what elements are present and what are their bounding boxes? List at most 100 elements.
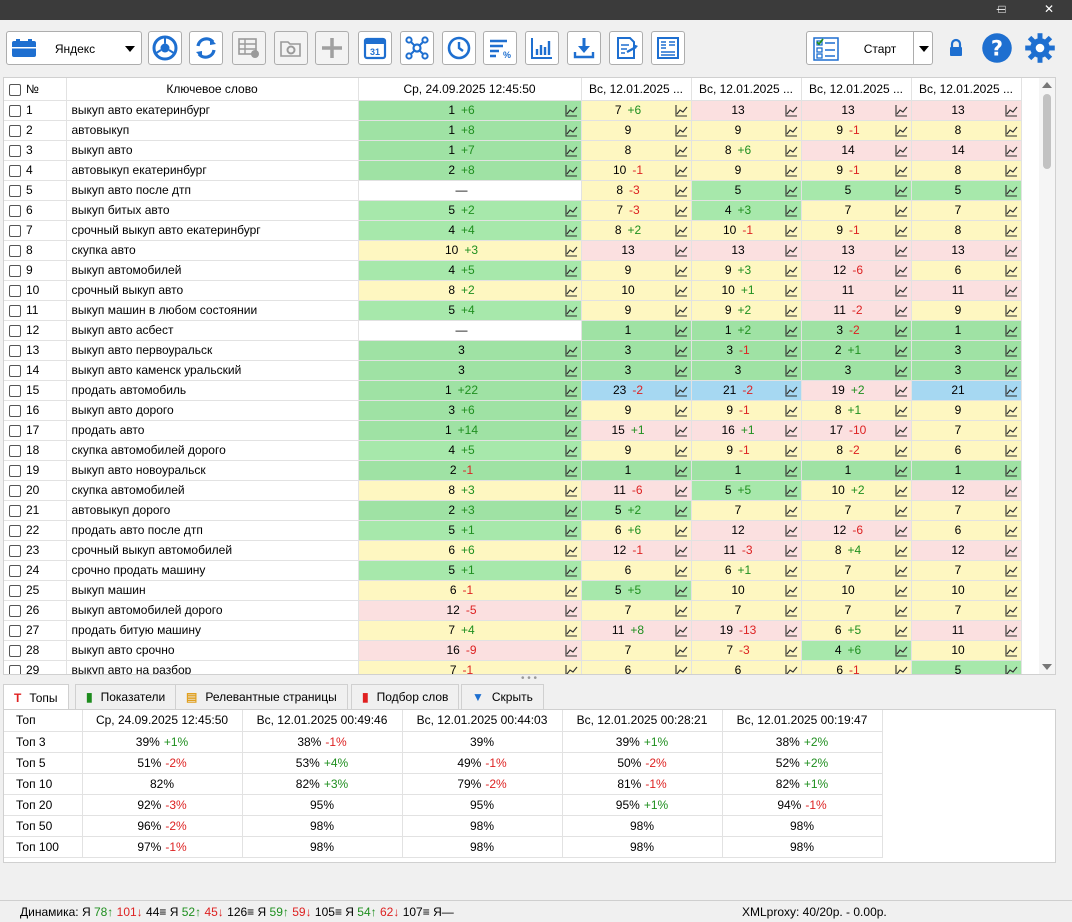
add-button[interactable]: [315, 31, 349, 65]
line-chart-icon[interactable]: [674, 304, 688, 317]
line-chart-icon[interactable]: [784, 104, 798, 117]
line-chart-icon[interactable]: [1004, 104, 1018, 117]
header-date-col-1[interactable]: Вс, 12.01.2025 ...: [581, 78, 692, 101]
line-chart-icon[interactable]: [674, 164, 688, 177]
line-chart-icon[interactable]: [894, 644, 908, 657]
line-chart-icon[interactable]: [674, 524, 688, 537]
position-cell[interactable]: 8 +3: [358, 480, 582, 501]
line-chart-icon[interactable]: [894, 324, 908, 337]
table-row[interactable]: 13 выкуп авто первоуральск 3 3 3 -1 2 +1 3: [4, 340, 1022, 361]
position-cell[interactable]: 9 +2: [691, 300, 802, 321]
position-cell[interactable]: 7 -3: [581, 200, 692, 221]
line-chart-icon[interactable]: [564, 484, 578, 497]
row-checkbox[interactable]: [9, 204, 21, 217]
scroll-down-icon[interactable]: [1042, 664, 1052, 670]
position-cell[interactable]: 5 +2: [358, 200, 582, 221]
line-chart-icon[interactable]: [674, 544, 688, 557]
keyword-cell[interactable]: автовыкуп екатеринбург: [66, 160, 359, 181]
line-chart-icon[interactable]: [1004, 184, 1018, 197]
line-chart-icon[interactable]: [894, 264, 908, 277]
line-chart-icon[interactable]: [784, 304, 798, 317]
position-cell[interactable]: 6: [911, 260, 1022, 281]
position-cell[interactable]: 6 +1: [691, 560, 802, 581]
row-checkbox[interactable]: [9, 284, 21, 297]
position-cell[interactable]: 7: [801, 200, 912, 221]
position-cell[interactable]: 10: [801, 580, 912, 601]
position-cell[interactable]: 5: [911, 180, 1022, 201]
row-checkbox[interactable]: [9, 224, 21, 237]
line-chart-icon[interactable]: [564, 164, 578, 177]
line-chart-icon[interactable]: [1004, 224, 1018, 237]
line-chart-icon[interactable]: [674, 584, 688, 597]
position-cell[interactable]: 7 -3: [691, 640, 802, 661]
position-cell[interactable]: 7: [911, 200, 1022, 221]
position-cell[interactable]: 17 -10: [801, 420, 912, 441]
download-button[interactable]: [567, 31, 601, 65]
line-chart-icon[interactable]: [784, 344, 798, 357]
line-chart-icon[interactable]: [674, 664, 688, 676]
line-chart-icon[interactable]: [564, 384, 578, 397]
position-cell[interactable]: 10 +2: [801, 480, 912, 501]
position-cell[interactable]: 2 +8: [358, 160, 582, 181]
line-chart-icon[interactable]: [784, 504, 798, 517]
position-cell[interactable]: 8: [911, 160, 1022, 181]
line-chart-icon[interactable]: [674, 244, 688, 257]
table-row[interactable]: 12 выкуп авто асбест — 1 1 +2 3 -2 1: [4, 320, 1022, 341]
line-chart-icon[interactable]: [784, 484, 798, 497]
keyword-cell[interactable]: выкуп авто срочно: [66, 640, 359, 661]
line-chart-icon[interactable]: [1004, 324, 1018, 337]
line-chart-icon[interactable]: [674, 484, 688, 497]
line-chart-icon[interactable]: [564, 304, 578, 317]
position-cell[interactable]: 12 -6: [801, 260, 912, 281]
position-cell[interactable]: 1: [911, 460, 1022, 481]
position-cell[interactable]: 8 +4: [801, 540, 912, 561]
position-cell[interactable]: 3: [581, 340, 692, 361]
keyword-cell[interactable]: выкуп авто дорого: [66, 400, 359, 421]
line-chart-icon[interactable]: [784, 204, 798, 217]
keyword-cell[interactable]: выкуп машин: [66, 580, 359, 601]
position-cell[interactable]: 19 -13: [691, 620, 802, 641]
line-chart-icon[interactable]: [894, 444, 908, 457]
line-chart-icon[interactable]: [894, 364, 908, 377]
header-date-col-0[interactable]: Ср, 24.09.2025 12:45:50: [358, 78, 582, 101]
line-chart-icon[interactable]: [674, 184, 688, 197]
position-cell[interactable]: 13: [801, 100, 912, 121]
row-checkbox[interactable]: [9, 424, 21, 437]
scroll-up-icon[interactable]: [1042, 82, 1052, 88]
line-chart-icon[interactable]: [1004, 164, 1018, 177]
line-chart-icon[interactable]: [784, 604, 798, 617]
position-cell[interactable]: 11 -6: [581, 480, 692, 501]
position-cell[interactable]: 3: [581, 360, 692, 381]
position-cell[interactable]: 8 -3: [581, 180, 692, 201]
row-checkbox[interactable]: [9, 324, 21, 337]
line-chart-icon[interactable]: [1004, 204, 1018, 217]
position-cell[interactable]: 10: [911, 580, 1022, 601]
position-cell[interactable]: 6 +6: [358, 540, 582, 561]
position-cell[interactable]: 6 +6: [581, 520, 692, 541]
line-chart-icon[interactable]: [674, 224, 688, 237]
position-cell[interactable]: 4 +4: [358, 220, 582, 241]
position-cell[interactable]: 9: [581, 400, 692, 421]
header-keyword[interactable]: Ключевое слово: [66, 78, 359, 101]
row-checkbox[interactable]: [9, 504, 21, 517]
line-chart-icon[interactable]: [1004, 644, 1018, 657]
position-cell[interactable]: 21: [911, 380, 1022, 401]
table-row[interactable]: 25 выкуп машин 6 -1 5 +5 10 10 10: [4, 580, 1022, 601]
position-cell[interactable]: 7: [801, 500, 912, 521]
table-row[interactable]: 9 выкуп автомобилей 4 +5 9 9 +3 12 -6 6: [4, 260, 1022, 281]
table-row[interactable]: 5 выкуп авто после дтп — 8 -3 5 5 5: [4, 180, 1022, 201]
line-chart-icon[interactable]: [1004, 484, 1018, 497]
position-cell[interactable]: 12: [911, 480, 1022, 501]
position-cell[interactable]: 7: [911, 420, 1022, 441]
line-chart-icon[interactable]: [784, 524, 798, 537]
position-cell[interactable]: 1: [801, 460, 912, 481]
chart-button[interactable]: [525, 31, 559, 65]
line-chart-icon[interactable]: [674, 644, 688, 657]
row-checkbox[interactable]: [9, 364, 21, 377]
position-cell[interactable]: 6 -1: [358, 580, 582, 601]
keyword-cell[interactable]: выкуп автомобилей дорого: [66, 600, 359, 621]
position-cell[interactable]: 9 -1: [691, 400, 802, 421]
position-cell[interactable]: 6: [691, 660, 802, 674]
position-cell[interactable]: 8 +1: [801, 400, 912, 421]
line-chart-icon[interactable]: [784, 264, 798, 277]
